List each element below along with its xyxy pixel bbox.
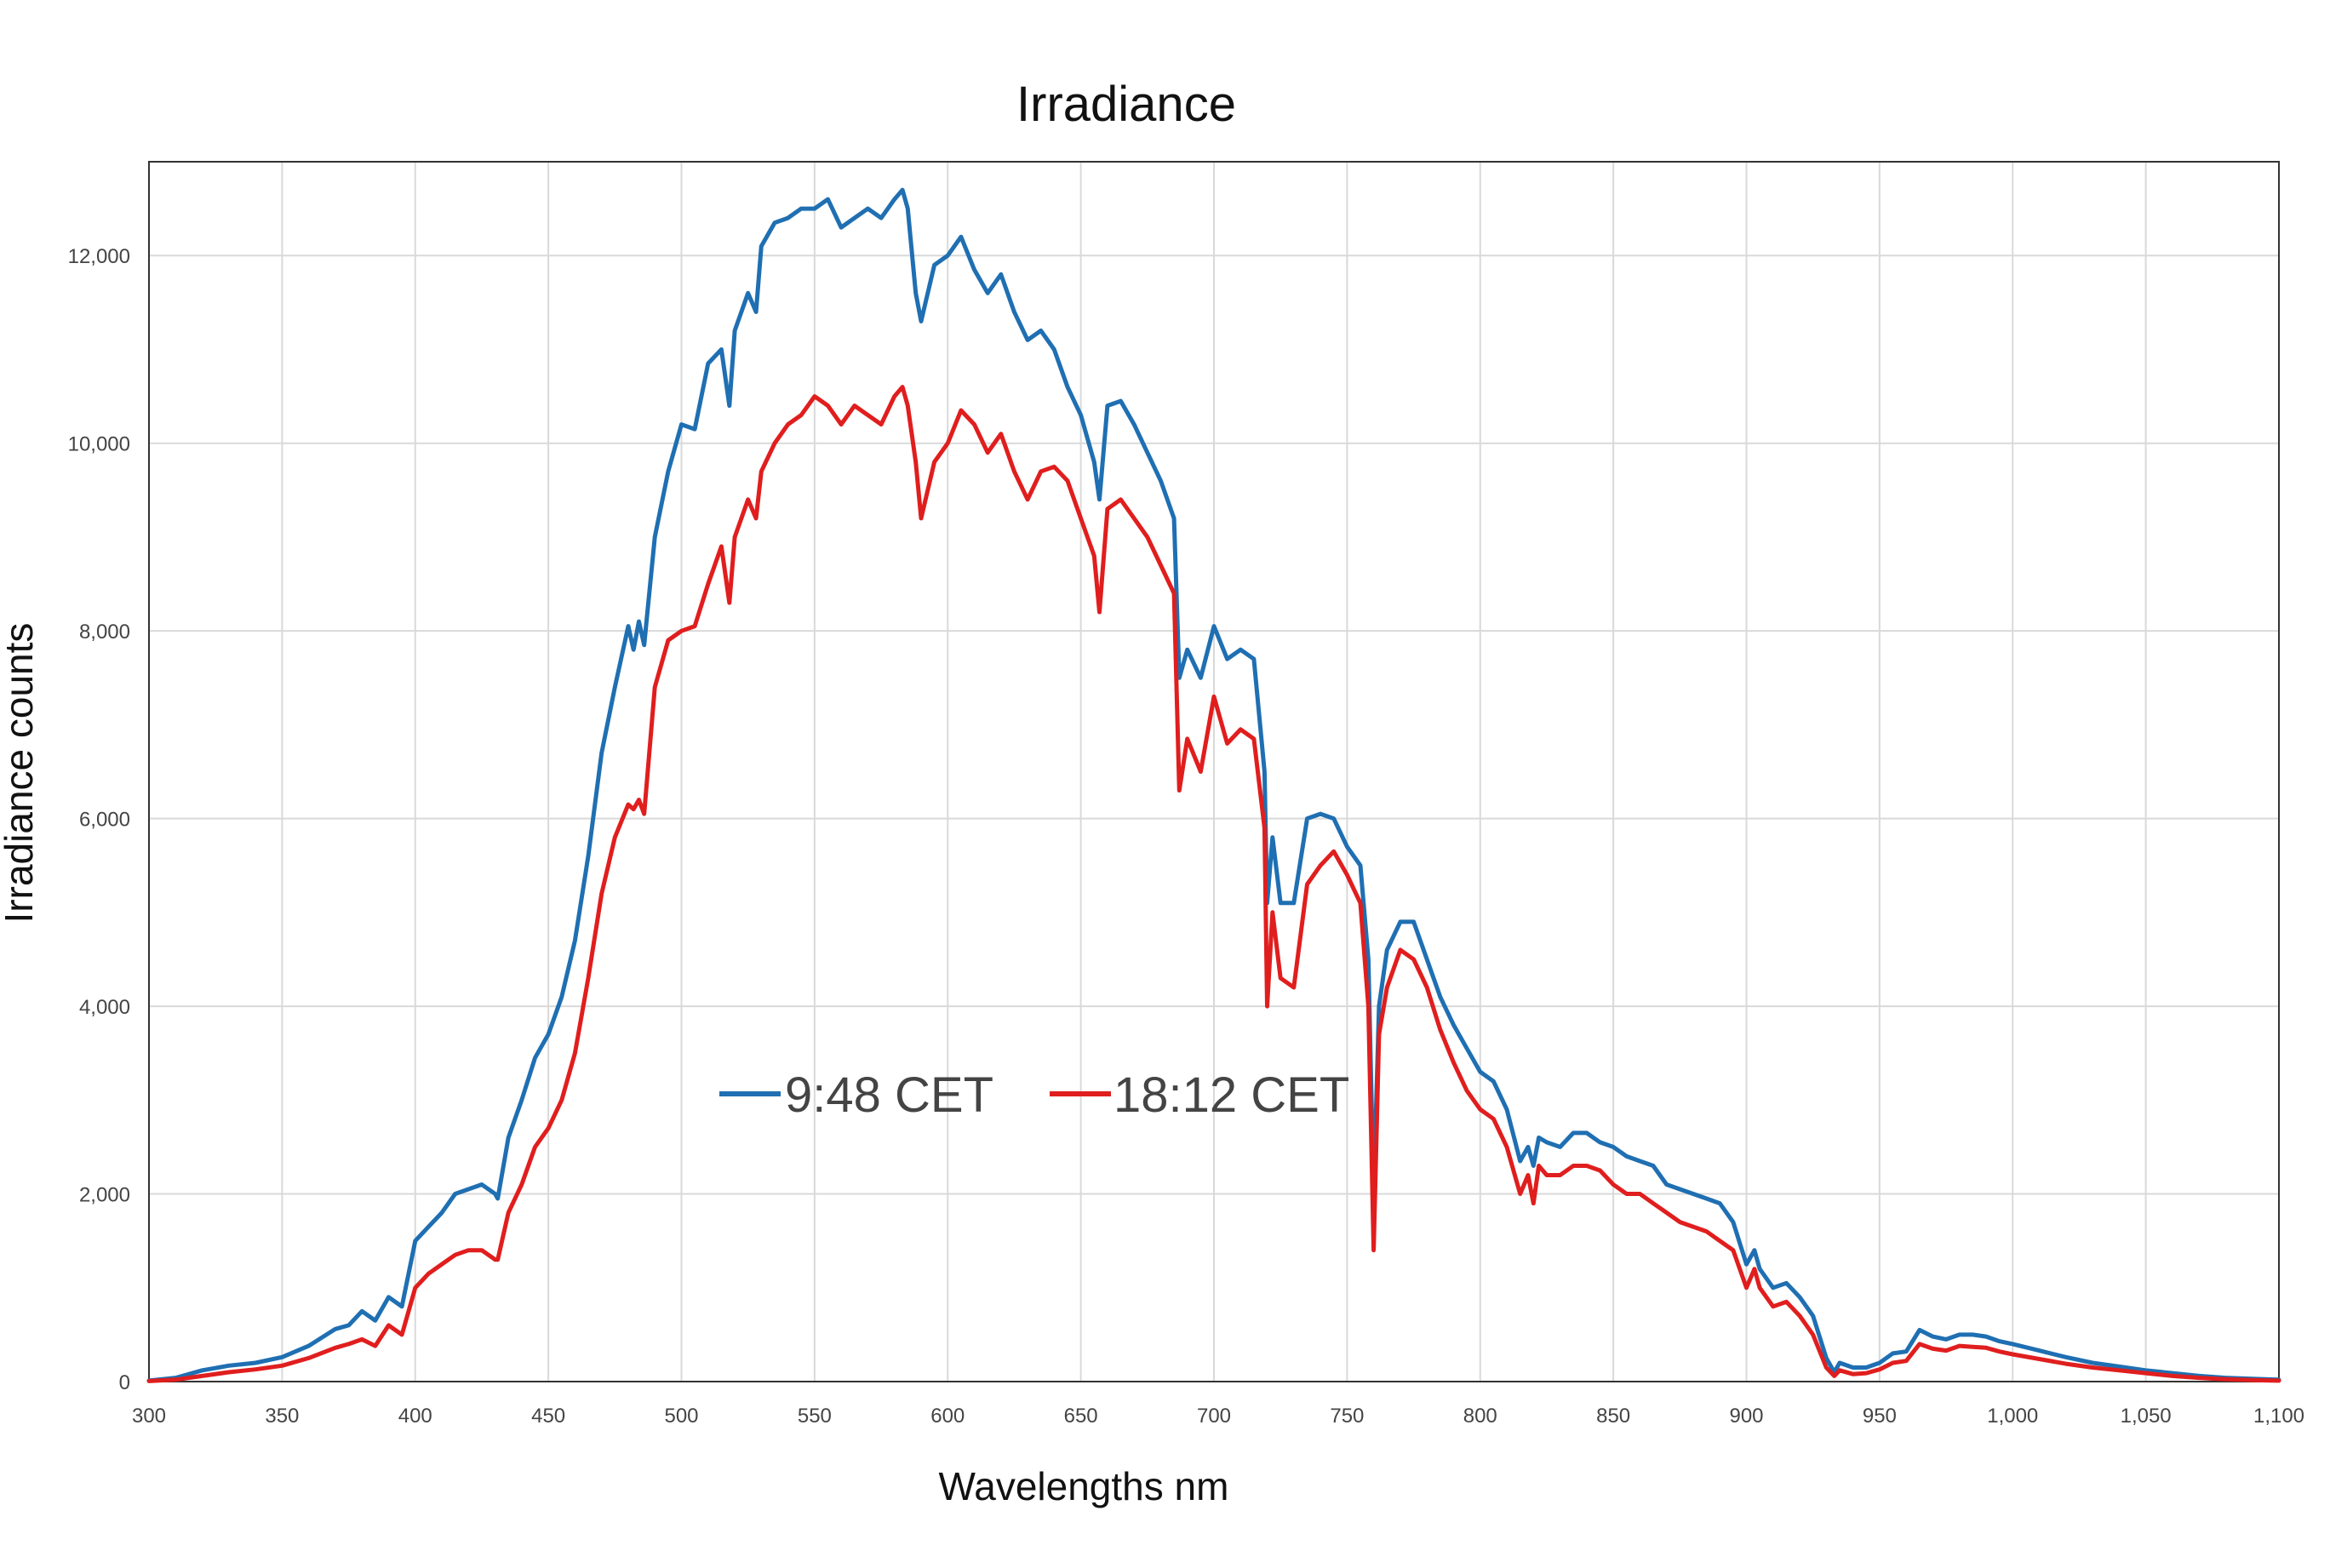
legend-label: 18:12 CET [1113, 1067, 1349, 1123]
x-tick-label: 850 [1596, 1405, 1630, 1428]
x-tick-label: 950 [1863, 1405, 1897, 1428]
series-line-1 [146, 187, 2281, 1383]
x-tick-label: 750 [1330, 1405, 1364, 1428]
x-tick-label: 700 [1197, 1405, 1231, 1428]
series-line-2 [146, 385, 2281, 1383]
x-tick-label: 500 [664, 1405, 698, 1428]
series-lines [146, 187, 2281, 1383]
y-axis-title: Irradiance counts [0, 623, 41, 924]
y-tick-label: 10,000 [68, 433, 130, 456]
y-tick-label: 8,000 [79, 621, 130, 644]
x-tick-label: 800 [1463, 1405, 1497, 1428]
x-tick-label: 1,000 [1987, 1405, 2038, 1428]
x-tick-label: 550 [798, 1405, 832, 1428]
legend: 9:48 CET 18:12 CET [719, 1067, 1349, 1123]
x-axis-tick-labels: 300 350 400 450 500 550 600 650 700 750 800 850 900 9… [132, 1405, 2304, 1428]
x-tick-label: 400 [398, 1405, 432, 1428]
x-axis-title: Wavelengths nm [939, 1464, 1229, 1508]
legend-label: 9:48 CET [785, 1067, 993, 1123]
y-tick-label: 4,000 [79, 996, 130, 1019]
x-tick-label: 650 [1064, 1405, 1098, 1428]
x-tick-label: 600 [930, 1405, 965, 1428]
x-tick-label: 1,100 [2253, 1405, 2304, 1428]
x-tick-label: 450 [531, 1405, 565, 1428]
x-tick-label: 900 [1729, 1405, 1763, 1428]
x-tick-label: 1,050 [2121, 1405, 2172, 1428]
x-tick-label: 300 [132, 1405, 166, 1428]
y-tick-label: 12,000 [68, 245, 130, 268]
x-tick-label: 350 [265, 1405, 299, 1428]
plot-area-frame [148, 161, 2280, 1382]
y-tick-label: 0 [119, 1371, 130, 1394]
y-tick-label: 6,000 [79, 809, 130, 832]
y-axis-tick-labels: 0 2,000 4,000 6,000 8,000 10,000 12,000 [68, 245, 130, 1394]
chart-title: Irradiance [1016, 77, 1236, 132]
y-tick-label: 2,000 [79, 1184, 130, 1207]
